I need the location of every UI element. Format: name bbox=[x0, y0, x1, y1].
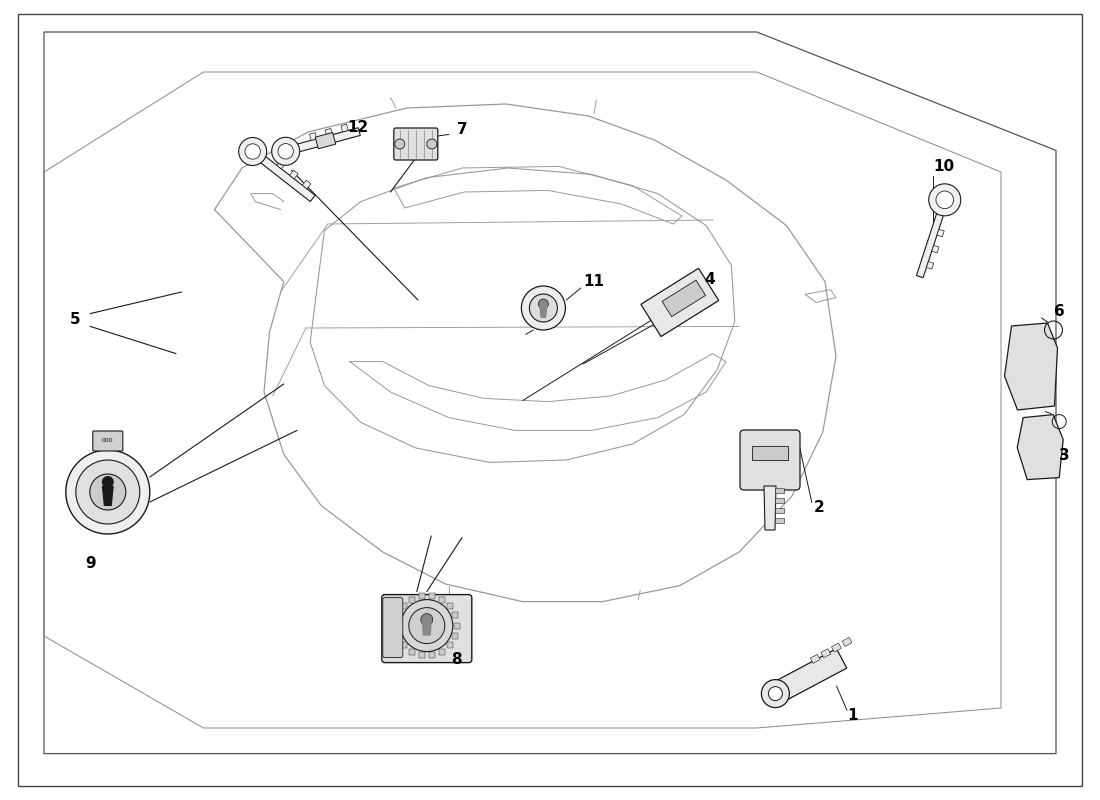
Circle shape bbox=[245, 144, 261, 159]
Polygon shape bbox=[932, 246, 939, 253]
Circle shape bbox=[761, 680, 790, 708]
Circle shape bbox=[538, 299, 549, 309]
FancyBboxPatch shape bbox=[383, 598, 403, 658]
Polygon shape bbox=[341, 124, 349, 132]
Circle shape bbox=[66, 450, 150, 534]
Bar bbox=[394, 622, 399, 629]
Bar bbox=[452, 612, 458, 618]
Text: 10: 10 bbox=[933, 159, 955, 174]
Bar bbox=[776, 518, 784, 523]
Polygon shape bbox=[843, 638, 852, 646]
Polygon shape bbox=[641, 268, 718, 337]
Text: 12: 12 bbox=[346, 121, 368, 135]
Circle shape bbox=[427, 139, 437, 149]
Bar bbox=[400, 642, 407, 648]
Polygon shape bbox=[1004, 323, 1057, 410]
Circle shape bbox=[400, 600, 453, 651]
Polygon shape bbox=[316, 133, 336, 149]
Circle shape bbox=[395, 139, 405, 149]
Polygon shape bbox=[832, 643, 842, 652]
Polygon shape bbox=[1018, 414, 1064, 480]
Text: 5: 5 bbox=[69, 313, 80, 327]
Polygon shape bbox=[764, 486, 776, 530]
FancyBboxPatch shape bbox=[394, 128, 438, 160]
Text: 2: 2 bbox=[814, 501, 825, 515]
Polygon shape bbox=[811, 654, 821, 663]
Bar bbox=[419, 593, 425, 599]
Polygon shape bbox=[926, 262, 934, 269]
FancyBboxPatch shape bbox=[740, 430, 800, 490]
Circle shape bbox=[521, 286, 565, 330]
Circle shape bbox=[421, 614, 432, 626]
Bar bbox=[409, 597, 415, 602]
Circle shape bbox=[102, 476, 113, 488]
Polygon shape bbox=[421, 622, 432, 635]
Polygon shape bbox=[821, 649, 830, 658]
Bar bbox=[752, 446, 788, 460]
Text: 7: 7 bbox=[456, 122, 468, 137]
Circle shape bbox=[239, 138, 266, 166]
Bar bbox=[454, 622, 460, 629]
Bar bbox=[429, 652, 434, 658]
Text: 3: 3 bbox=[1059, 449, 1070, 463]
Bar bbox=[439, 597, 444, 602]
FancyBboxPatch shape bbox=[92, 431, 123, 451]
Bar bbox=[452, 633, 458, 639]
Bar bbox=[447, 603, 453, 610]
Bar bbox=[409, 649, 415, 654]
Bar bbox=[419, 652, 425, 658]
Circle shape bbox=[928, 184, 960, 216]
Circle shape bbox=[272, 138, 299, 166]
Polygon shape bbox=[102, 486, 113, 506]
Polygon shape bbox=[916, 211, 944, 278]
Polygon shape bbox=[258, 155, 316, 202]
Bar bbox=[396, 612, 402, 618]
Text: 6: 6 bbox=[1054, 305, 1065, 319]
Text: 9: 9 bbox=[85, 557, 96, 571]
Text: 4: 4 bbox=[704, 273, 715, 287]
Bar bbox=[400, 603, 407, 610]
Text: 000: 000 bbox=[102, 438, 113, 443]
Circle shape bbox=[76, 460, 140, 524]
Circle shape bbox=[409, 608, 444, 643]
Bar bbox=[447, 642, 453, 648]
Bar bbox=[776, 508, 784, 513]
Polygon shape bbox=[662, 280, 705, 317]
Bar bbox=[776, 488, 784, 493]
Text: 11: 11 bbox=[583, 274, 605, 289]
Polygon shape bbox=[296, 128, 361, 152]
Circle shape bbox=[769, 686, 782, 701]
Polygon shape bbox=[326, 129, 332, 136]
Polygon shape bbox=[302, 180, 311, 189]
Circle shape bbox=[936, 191, 954, 209]
Circle shape bbox=[529, 294, 558, 322]
Text: 8: 8 bbox=[451, 653, 462, 667]
Text: 1: 1 bbox=[847, 709, 858, 723]
Bar bbox=[396, 633, 402, 639]
Circle shape bbox=[278, 143, 294, 159]
Polygon shape bbox=[937, 230, 944, 237]
Circle shape bbox=[90, 474, 125, 510]
Bar bbox=[429, 593, 434, 599]
Polygon shape bbox=[277, 160, 285, 169]
Polygon shape bbox=[539, 306, 548, 318]
Bar bbox=[439, 649, 444, 654]
Polygon shape bbox=[309, 133, 317, 140]
Bar bbox=[776, 498, 784, 503]
Polygon shape bbox=[770, 649, 847, 703]
FancyBboxPatch shape bbox=[382, 594, 472, 662]
Polygon shape bbox=[289, 170, 298, 179]
